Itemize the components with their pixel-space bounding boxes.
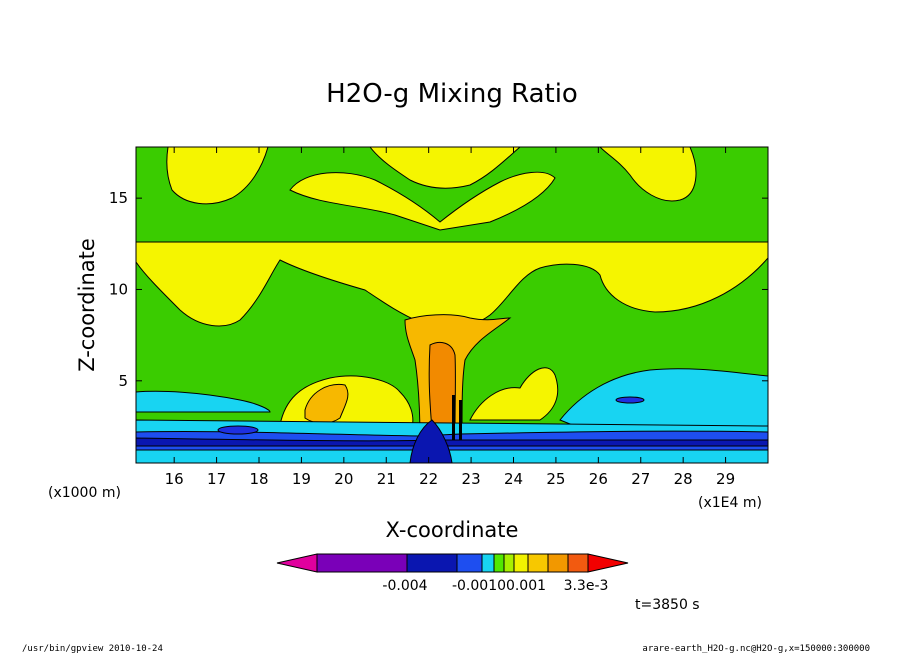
- colorbar-tick-label: 0.001: [506, 578, 546, 594]
- x-tick-label: 27: [631, 470, 650, 488]
- x-tick-label: 23: [462, 470, 481, 488]
- blue-cell-left: [217, 425, 259, 435]
- colorbar-segment: [493, 553, 505, 573]
- cyan-region-right: [559, 368, 768, 429]
- y-tick-label: 10: [109, 280, 128, 298]
- colorbar-segment: [547, 553, 569, 573]
- plot-area: [136, 147, 768, 463]
- chart-title: H2O-g Mixing Ratio: [326, 79, 578, 109]
- dark-streak: [452, 395, 455, 440]
- yellow-region-top-center: [289, 171, 556, 231]
- x-axis-title: X-coordinate: [386, 518, 519, 542]
- colorbar-tick-labels: -0.004 -0.0010 0.001 3.3e-3: [382, 578, 608, 594]
- colorbar-high-arrow: [587, 553, 629, 573]
- x-tick-label: 29: [716, 470, 735, 488]
- plot-frame: [135, 146, 769, 464]
- yellow-region-lower-right: [469, 367, 559, 421]
- colorbar-tick-label: 3.3e-3: [564, 578, 609, 594]
- x-tick-label: 26: [589, 470, 608, 488]
- x-tick-label: 19: [292, 470, 311, 488]
- x-tick-label: 21: [377, 470, 396, 488]
- footer-right: arare-earth_H2O-g.nc@H2O-g,x=150000:3000…: [642, 644, 870, 654]
- y-tick-label: 5: [118, 372, 128, 390]
- cyan-region-left: [136, 390, 271, 413]
- colorbar-tick-label: -0.004: [382, 578, 427, 594]
- x-tick-label: 28: [674, 470, 693, 488]
- footer-left: /usr/bin/gpview 2010-10-24: [22, 644, 163, 654]
- dark-streak: [459, 400, 462, 440]
- y-unit-label: (x1000 m): [48, 485, 121, 501]
- colorbar-segment: [316, 553, 408, 573]
- x-tick-label: 18: [249, 470, 268, 488]
- x-tick-label: 24: [504, 470, 523, 488]
- colorbar-low-arrow: [276, 553, 318, 573]
- yellow-region-top-middle: [369, 147, 521, 189]
- x-tick-label: 22: [419, 470, 438, 488]
- x-tick-label: 16: [165, 470, 184, 488]
- blue-cell-right: [615, 396, 645, 404]
- colorbar-segment: [406, 553, 458, 573]
- y-axis: 5 10 15: [109, 189, 768, 390]
- colorbar: [276, 553, 629, 573]
- y-axis-title: Z-coordinate: [75, 238, 99, 372]
- x-tick-label: 20: [334, 470, 353, 488]
- colorbar-tick-label: -0.0010: [452, 578, 506, 594]
- x-tick-label: 25: [546, 470, 565, 488]
- darkblue-core-bottom: [409, 419, 453, 463]
- time-label: t=3850 s: [635, 597, 700, 613]
- x-axis: 16 17 18 19 20 21 22 23 24 25 26 27 28 29: [165, 147, 735, 488]
- colorbar-segment: [513, 553, 529, 573]
- colorbar-segment: [481, 553, 495, 573]
- orange-region-inner: [428, 342, 456, 431]
- x-tick-label: 17: [207, 470, 226, 488]
- y-tick-label: 15: [109, 189, 128, 207]
- yellow-region-top-left: [166, 147, 269, 205]
- colorbar-segment: [456, 553, 483, 573]
- yellow-region-top-right: [599, 147, 697, 202]
- x-unit-label: (x1E4 m): [698, 495, 762, 511]
- colorbar-segment: [503, 553, 515, 573]
- colorbar-segment: [567, 553, 589, 573]
- colorbar-segment: [527, 553, 549, 573]
- darkblue-band-bottom: [136, 437, 768, 447]
